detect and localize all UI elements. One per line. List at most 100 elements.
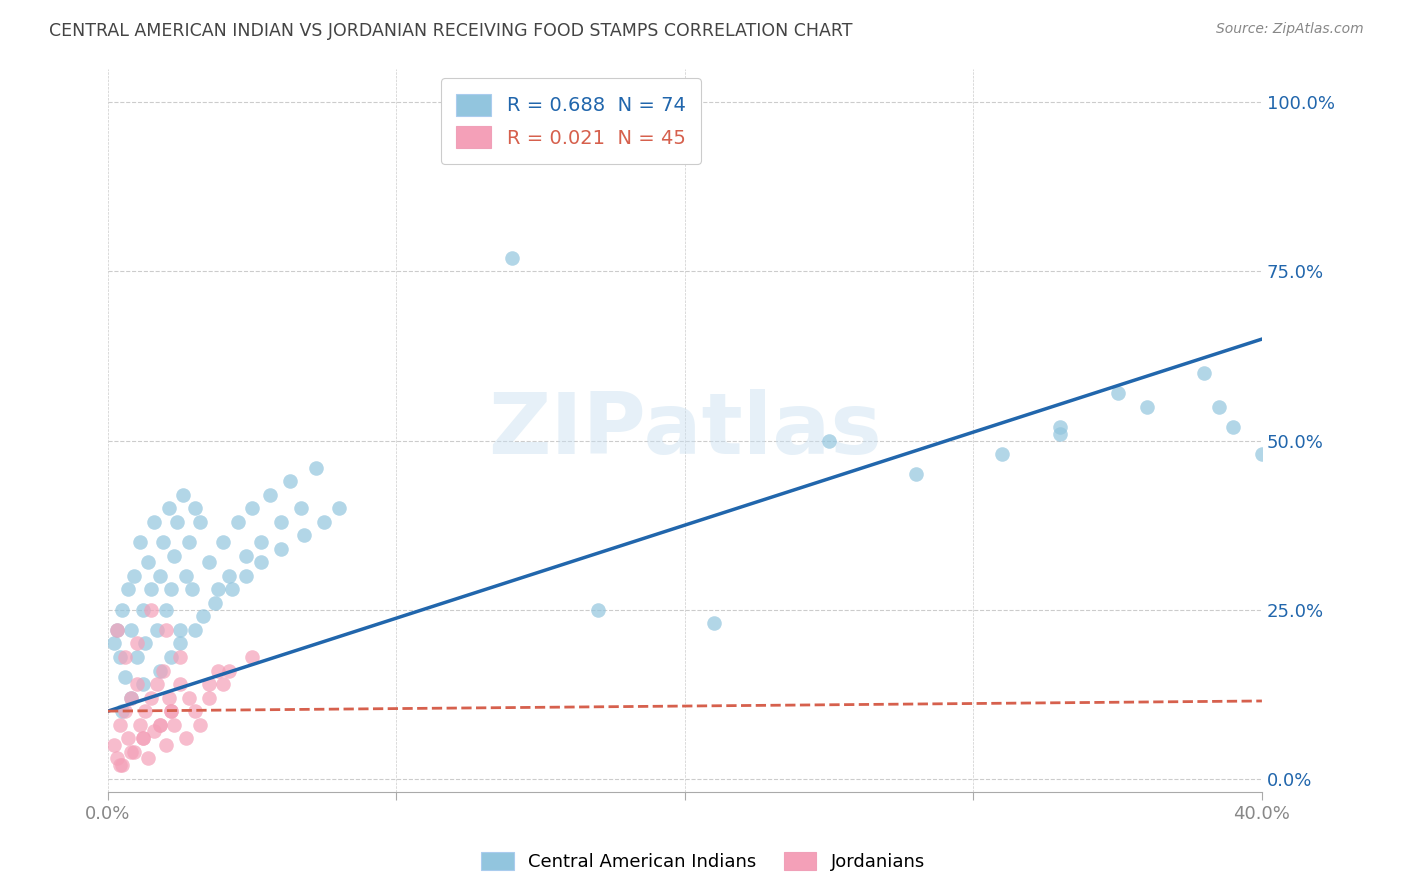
Point (1208, 400, 1230, 414)
Point (703, 616, 725, 631)
Point (111, 602, 134, 616)
Point (588, 602, 610, 616)
Point (134, 636, 156, 650)
Point (1135, 400, 1157, 414)
Point (163, 549, 186, 563)
Point (169, 650, 191, 665)
Point (146, 677, 169, 691)
Point (270, 515, 292, 529)
Point (1222, 420, 1244, 434)
Point (204, 596, 226, 610)
Point (183, 704, 205, 718)
Point (991, 447, 1014, 461)
Point (193, 609, 215, 624)
Point (212, 677, 235, 691)
Point (250, 555, 273, 569)
Point (240, 501, 263, 516)
Point (250, 535, 273, 549)
Point (143, 515, 166, 529)
Point (1107, 386, 1129, 401)
Point (125, 650, 148, 665)
Point (141, 602, 163, 616)
Point (103, 738, 125, 752)
Point (155, 738, 177, 752)
Point (174, 569, 197, 583)
Point (166, 515, 188, 529)
Point (305, 460, 328, 475)
Point (141, 690, 163, 705)
Point (120, 690, 142, 705)
Point (149, 664, 172, 678)
Point (169, 636, 191, 650)
Point (120, 745, 142, 759)
Point (328, 501, 350, 516)
Point (1049, 426, 1071, 441)
Point (138, 555, 160, 569)
Point (188, 515, 211, 529)
Point (172, 488, 194, 502)
Text: Source: ZipAtlas.com: Source: ZipAtlas.com (1216, 22, 1364, 37)
Point (235, 569, 257, 583)
Point (163, 717, 186, 731)
Point (114, 650, 136, 665)
Point (125, 636, 148, 650)
Point (183, 623, 205, 637)
Point (120, 690, 142, 705)
Point (157, 501, 180, 516)
Point (198, 555, 221, 569)
Point (207, 582, 229, 597)
Legend: Central American Indians, Jordanians: Central American Indians, Jordanians (474, 845, 932, 879)
Point (108, 717, 131, 731)
Point (131, 731, 153, 746)
Point (128, 717, 150, 731)
Point (160, 704, 183, 718)
Text: CENTRAL AMERICAN INDIAN VS JORDANIAN RECEIVING FOOD STAMPS CORRELATION CHART: CENTRAL AMERICAN INDIAN VS JORDANIAN REC… (49, 22, 852, 40)
Point (314, 515, 336, 529)
Point (134, 704, 156, 718)
Point (149, 717, 172, 731)
Point (180, 582, 202, 597)
Point (207, 664, 229, 678)
Point (111, 758, 134, 772)
Point (120, 623, 142, 637)
Point (259, 488, 281, 502)
Point (152, 664, 174, 678)
Point (177, 690, 200, 705)
Point (149, 717, 172, 731)
Text: ZIPatlas: ZIPatlas (488, 389, 882, 472)
Point (108, 650, 131, 665)
Point (122, 745, 145, 759)
Point (105, 751, 128, 765)
Point (292, 528, 315, 542)
Point (146, 623, 169, 637)
Point (235, 549, 257, 563)
Point (177, 535, 200, 549)
Point (141, 582, 163, 597)
Point (904, 467, 927, 482)
Point (160, 650, 183, 665)
Point (117, 731, 139, 746)
Point (152, 535, 174, 549)
Point (131, 677, 153, 691)
Point (169, 677, 191, 691)
Point (188, 717, 211, 731)
Point (114, 670, 136, 684)
Point (155, 623, 177, 637)
Point (183, 501, 205, 516)
Point (138, 751, 160, 765)
Point (221, 582, 243, 597)
Point (105, 623, 128, 637)
Point (111, 704, 134, 718)
Point (174, 731, 197, 746)
Point (1049, 420, 1071, 434)
Point (122, 569, 145, 583)
Point (290, 501, 312, 516)
Point (155, 602, 177, 616)
Point (818, 434, 841, 448)
Point (240, 650, 263, 665)
Point (131, 731, 153, 746)
Point (105, 623, 128, 637)
Point (160, 582, 183, 597)
Point (125, 677, 148, 691)
Point (198, 677, 221, 691)
